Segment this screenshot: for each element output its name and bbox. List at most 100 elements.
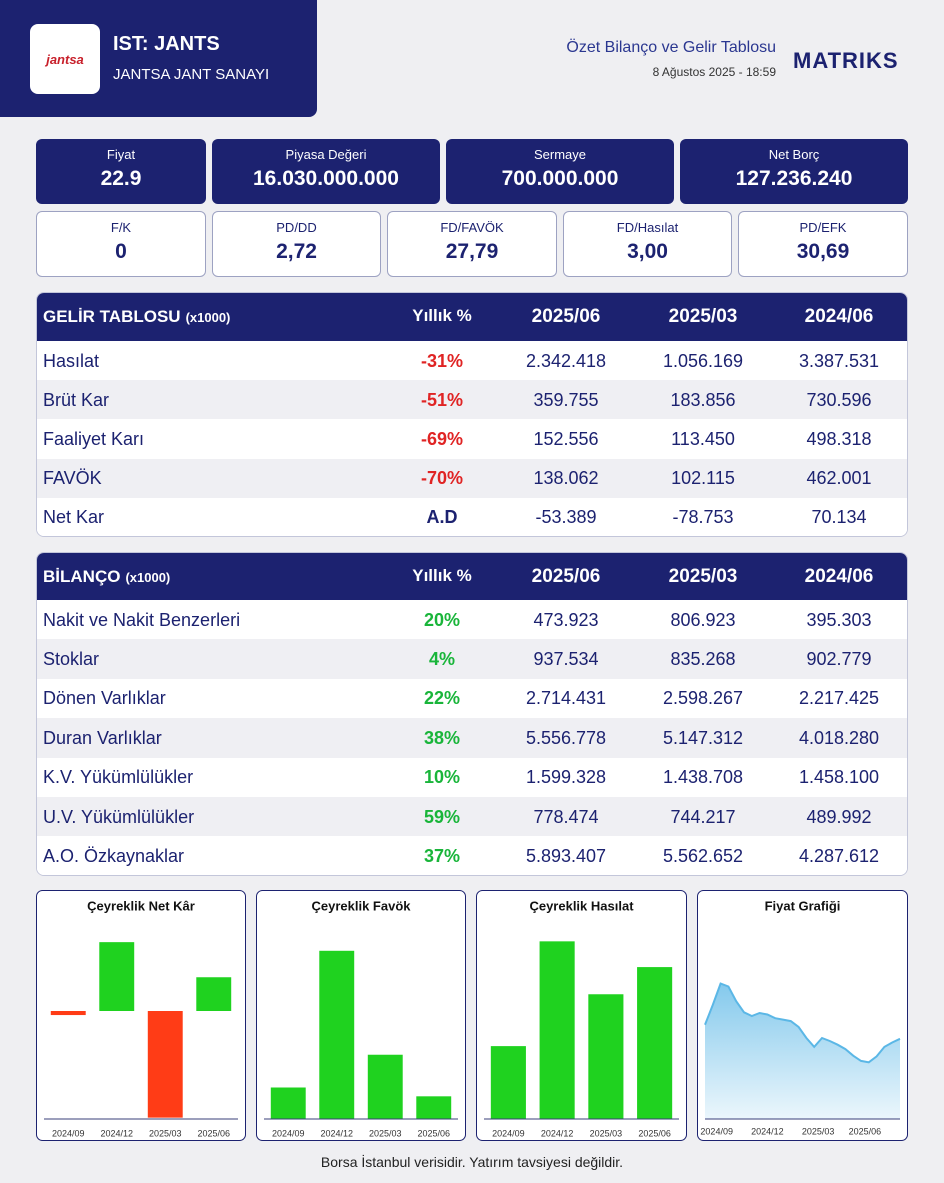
x-tick-label: 2024/12 (751, 1126, 784, 1136)
table-cell: 730.596 (806, 389, 872, 410)
brand-logo: MATRIKS (793, 48, 899, 73)
table-cell: 2.714.431 (525, 688, 607, 709)
ratio-box: FD/FAVÖK 27,79 (387, 211, 557, 277)
bar (50, 1011, 86, 1016)
column-header: 2025/03 (668, 565, 738, 587)
table-cell: 395.303 (806, 609, 872, 630)
bar (490, 1046, 526, 1119)
metric-label: Fiyat (106, 147, 136, 162)
bar (588, 994, 624, 1119)
chart-panel (476, 890, 687, 1141)
table-cell: 489.992 (806, 806, 872, 827)
table-title: GELİR TABLOSU (x1000) (43, 307, 230, 327)
ratio-box: F/K 0 (36, 211, 206, 277)
table-cell: 473.923 (533, 609, 599, 630)
row-label: Hasılat (43, 350, 100, 371)
table-title-text: GELİR TABLOSU (43, 307, 181, 326)
table-cell: -31% (420, 350, 464, 371)
chart-panel (697, 890, 908, 1141)
x-tick-label: 2024/09 (52, 1128, 85, 1138)
metric-label: Sermaye (533, 147, 587, 162)
report-title: Özet Bilanço ve Gelir Tablosu (566, 39, 776, 56)
row-label: Stoklar (43, 649, 100, 670)
table-cell: 4% (428, 649, 456, 670)
table-unit: (x1000) (125, 569, 171, 585)
bar (319, 950, 355, 1119)
bar (196, 977, 232, 1011)
table-cell: 806.923 (670, 609, 736, 630)
table-cell: 22% (423, 688, 461, 709)
table-row: Nakit ve Nakit Benzerleri 20% 473.923 806.9… (37, 600, 907, 640)
table-unit: (x1000) (185, 310, 231, 325)
table-cell: -69% (420, 428, 464, 449)
x-tick-label: 2024/12 (541, 1128, 574, 1138)
x-tick-label: 2025/06 (197, 1128, 230, 1138)
table-cell: -53.389 (535, 507, 597, 528)
table-cell: 5.147.312 (662, 727, 744, 748)
ratio-value: 30,69 (796, 240, 850, 263)
ticker: IST: JANTS (113, 33, 220, 55)
row-label: Duran Varlıklar (43, 727, 162, 748)
table-row: Net Kar A.D -53.389 -78.753 70.134 (37, 497, 907, 536)
table-cell: 2.217.425 (798, 688, 880, 709)
table-cell: 20% (423, 609, 461, 630)
bar (416, 1096, 452, 1119)
table-cell: 902.779 (806, 649, 872, 670)
data-table: GELİR TABLOSU (x1000) Yıllık % 2025/06 2025/… (36, 292, 908, 537)
table-cell: 38% (423, 727, 461, 748)
x-tick-label: 2024/09 (272, 1128, 305, 1138)
column-header: 2025/03 (668, 306, 738, 327)
table-header: BİLANÇO (x1000) Yıllık % 2025/06 2025/03 2024… (37, 553, 907, 600)
table-title: BİLANÇO (x1000) (43, 567, 170, 587)
table-row: Brüt Kar -51% 359.755 183.856 730.596 (37, 380, 907, 420)
ratio-label: F/K (110, 220, 132, 235)
column-header: 2024/06 (804, 565, 874, 587)
footer-note: Borsa İstanbul verisidir. Yatırım tavsiy… (320, 1154, 624, 1170)
table-cell: 2.342.418 (525, 350, 607, 371)
table-cell: 152.556 (533, 428, 599, 449)
metric-value: 16.030.000.000 (253, 167, 399, 190)
table-row: FAVÖK -70% 138.062 102.115 462.001 (37, 458, 907, 498)
table-cell: 59% (423, 806, 461, 827)
table-cell: 835.268 (670, 649, 736, 670)
x-tick-label: 2024/12 (100, 1128, 133, 1138)
table-cell: -51% (420, 389, 464, 410)
company-logo: jantsa (30, 24, 100, 94)
metric-box: Net Borç 127.236.240 (680, 139, 908, 204)
row-label: Net Kar (43, 507, 105, 528)
ratio-box: PD/DD 2,72 (212, 211, 381, 277)
table-row: Hasılat -31% 2.342.418 1.056.169 3.387.531 (37, 341, 907, 381)
ratio-label: FD/Hasılat (616, 220, 679, 235)
ratio-label: PD/DD (276, 220, 317, 235)
bar (637, 967, 673, 1119)
table-cell: 4.018.280 (798, 727, 880, 748)
chart-panel (36, 890, 246, 1141)
table-cell: 5.562.652 (662, 846, 744, 867)
table-row: Stoklar 4% 937.534 835.268 902.779 (37, 639, 907, 679)
table-header: GELİR TABLOSU (x1000) Yıllık % 2025/06 2025/… (37, 293, 907, 341)
metric-value: 127.236.240 (735, 167, 853, 190)
ratio-value: 2,72 (276, 240, 317, 263)
table-row: Faaliyet Karı -69% 152.556 113.450 498.318 (37, 419, 907, 459)
table-cell: 937.534 (533, 649, 599, 670)
x-tick-label: 2025/03 (590, 1128, 623, 1138)
ratio-box: PD/EFK 30,69 (738, 211, 908, 277)
bar (147, 1011, 183, 1118)
table-cell: 138.062 (533, 468, 599, 489)
ratio-box: FD/Hasılat 3,00 (563, 211, 732, 277)
bar (270, 1087, 306, 1119)
row-label: Nakit ve Nakit Benzerleri (43, 609, 241, 630)
table-cell: 5.893.407 (525, 846, 607, 867)
chart-title: Çeyreklik Favök (311, 898, 411, 913)
row-label: U.V. Yükümlülükler (43, 806, 195, 827)
table-cell: 37% (423, 846, 461, 867)
row-label: Dönen Varlıklar (43, 688, 166, 709)
table-cell: 498.318 (806, 428, 872, 449)
column-header: 2025/06 (531, 306, 601, 327)
x-tick-label: 2025/06 (638, 1128, 671, 1138)
chart-title: Çeyreklik Net Kâr (87, 898, 195, 913)
column-header: 2024/06 (804, 306, 874, 327)
ratio-value: 0 (115, 240, 127, 263)
x-tick-label: 2024/12 (320, 1128, 353, 1138)
metric-box: Piyasa Değeri 16.030.000.000 (212, 139, 440, 204)
